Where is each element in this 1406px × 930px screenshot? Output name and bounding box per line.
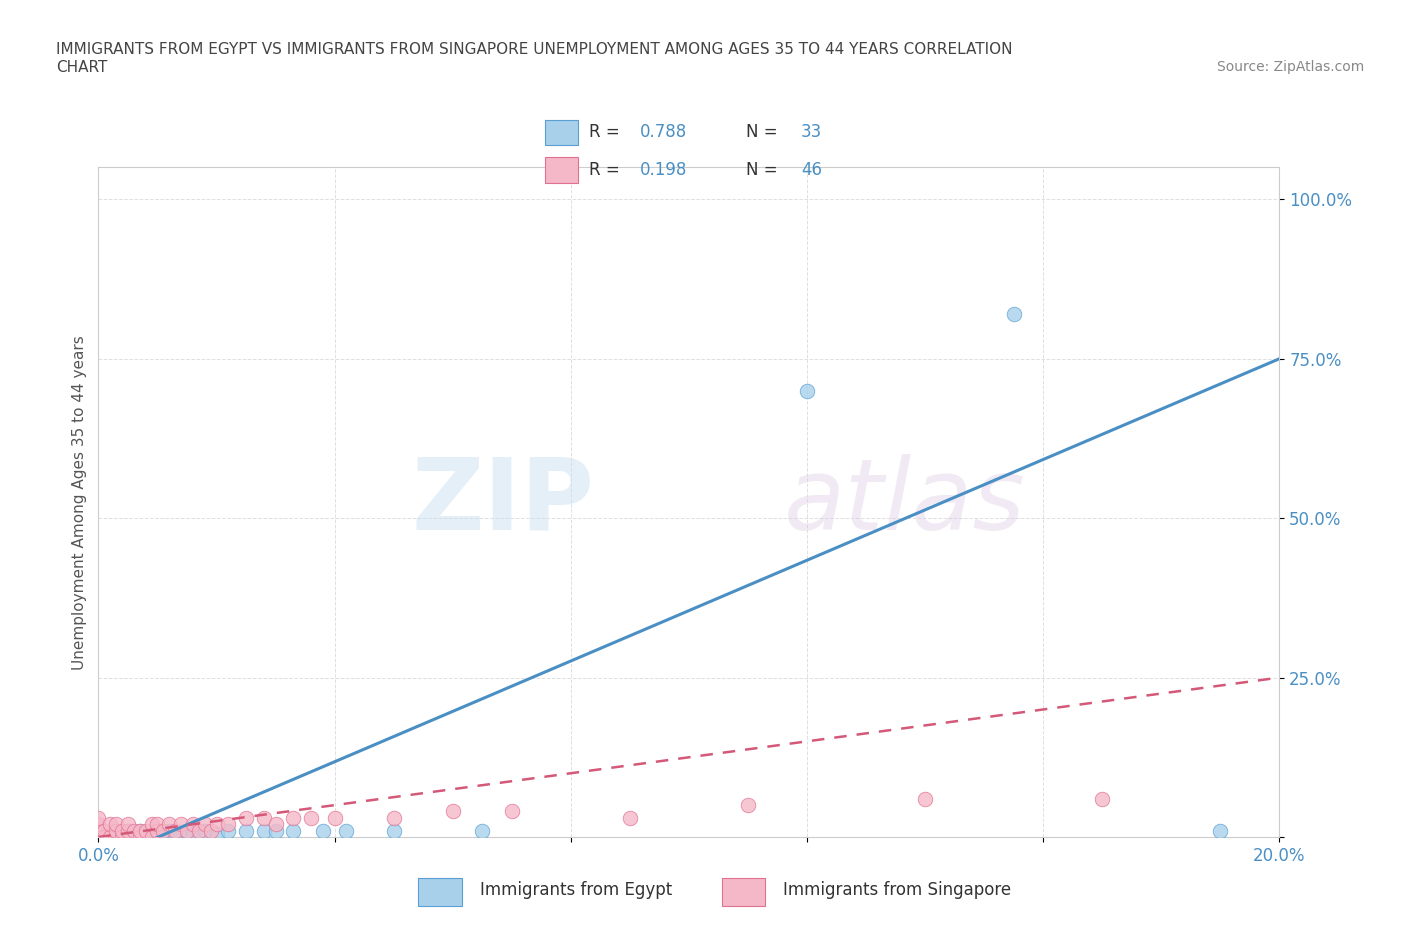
Point bbox=[382, 823, 405, 838]
Point bbox=[152, 827, 174, 842]
Point bbox=[146, 823, 169, 838]
Point bbox=[187, 823, 209, 838]
Text: R =: R = bbox=[589, 161, 626, 179]
Point bbox=[1091, 791, 1114, 806]
Point bbox=[619, 810, 641, 825]
Point bbox=[157, 823, 180, 838]
Point bbox=[157, 817, 180, 831]
Text: N =: N = bbox=[747, 161, 783, 179]
Text: 0.198: 0.198 bbox=[640, 161, 688, 179]
Point bbox=[122, 823, 145, 838]
Point bbox=[98, 830, 121, 844]
Point bbox=[98, 817, 121, 831]
Text: Immigrants from Egypt: Immigrants from Egypt bbox=[481, 882, 672, 899]
Point bbox=[128, 830, 150, 844]
Point bbox=[117, 817, 139, 831]
Point bbox=[737, 798, 759, 813]
Bar bbox=[721, 878, 765, 906]
Text: N =: N = bbox=[747, 123, 783, 141]
Point bbox=[122, 827, 145, 842]
Y-axis label: Unemployment Among Ages 35 to 44 years: Unemployment Among Ages 35 to 44 years bbox=[72, 335, 87, 670]
Bar bbox=[546, 157, 578, 182]
Point bbox=[105, 817, 128, 831]
Point bbox=[1209, 823, 1232, 838]
Point bbox=[105, 830, 128, 844]
Point bbox=[105, 823, 128, 838]
Point bbox=[253, 810, 276, 825]
Point bbox=[146, 817, 169, 831]
Point bbox=[87, 810, 110, 825]
Point bbox=[135, 823, 157, 838]
Point bbox=[264, 817, 287, 831]
Bar bbox=[546, 120, 578, 145]
Point bbox=[205, 817, 228, 831]
Point bbox=[194, 817, 217, 831]
Point bbox=[93, 823, 115, 838]
Point bbox=[111, 827, 134, 842]
Text: 33: 33 bbox=[801, 123, 823, 141]
Point bbox=[323, 810, 346, 825]
Point bbox=[253, 823, 276, 838]
Point bbox=[146, 823, 169, 838]
Text: 0.788: 0.788 bbox=[640, 123, 688, 141]
Point bbox=[87, 817, 110, 831]
Point bbox=[93, 830, 115, 844]
Point bbox=[441, 804, 464, 819]
Point bbox=[914, 791, 936, 806]
Text: CHART: CHART bbox=[56, 60, 108, 75]
Text: Source: ZipAtlas.com: Source: ZipAtlas.com bbox=[1216, 60, 1364, 74]
Text: 46: 46 bbox=[801, 161, 823, 179]
Point bbox=[165, 827, 187, 842]
Point bbox=[111, 823, 134, 838]
Point bbox=[235, 810, 257, 825]
Point bbox=[111, 830, 134, 844]
Point bbox=[141, 830, 163, 844]
Point bbox=[152, 823, 174, 838]
Point bbox=[135, 827, 157, 842]
Point bbox=[176, 823, 198, 838]
Point bbox=[176, 823, 198, 838]
Point bbox=[283, 810, 305, 825]
Text: Immigrants from Singapore: Immigrants from Singapore bbox=[783, 882, 1011, 899]
Point bbox=[217, 823, 239, 838]
Point bbox=[194, 823, 217, 838]
Point bbox=[128, 823, 150, 838]
Point bbox=[217, 817, 239, 831]
Point bbox=[98, 827, 121, 842]
Point bbox=[141, 830, 163, 844]
Point bbox=[471, 823, 494, 838]
Point bbox=[128, 823, 150, 838]
Text: atlas: atlas bbox=[783, 454, 1025, 551]
Point bbox=[205, 827, 228, 842]
Point bbox=[283, 823, 305, 838]
Point bbox=[117, 823, 139, 838]
Point bbox=[181, 817, 204, 831]
Point bbox=[299, 810, 322, 825]
Point bbox=[87, 830, 110, 844]
Point bbox=[181, 827, 204, 842]
Point bbox=[87, 830, 110, 844]
Point bbox=[200, 823, 222, 838]
Bar bbox=[419, 878, 461, 906]
Point bbox=[382, 810, 405, 825]
Point bbox=[1002, 307, 1025, 322]
Point bbox=[93, 830, 115, 844]
Point bbox=[264, 823, 287, 838]
Text: R =: R = bbox=[589, 123, 626, 141]
Point bbox=[796, 383, 818, 398]
Point bbox=[141, 817, 163, 831]
Point bbox=[105, 823, 128, 838]
Point bbox=[335, 823, 357, 838]
Point bbox=[170, 817, 193, 831]
Text: IMMIGRANTS FROM EGYPT VS IMMIGRANTS FROM SINGAPORE UNEMPLOYMENT AMONG AGES 35 TO: IMMIGRANTS FROM EGYPT VS IMMIGRANTS FROM… bbox=[56, 42, 1012, 57]
Point bbox=[117, 823, 139, 838]
Text: ZIP: ZIP bbox=[412, 454, 595, 551]
Point bbox=[312, 823, 335, 838]
Point bbox=[235, 823, 257, 838]
Point bbox=[117, 830, 139, 844]
Point bbox=[87, 823, 110, 838]
Point bbox=[501, 804, 523, 819]
Point bbox=[87, 823, 110, 838]
Point bbox=[165, 823, 187, 838]
